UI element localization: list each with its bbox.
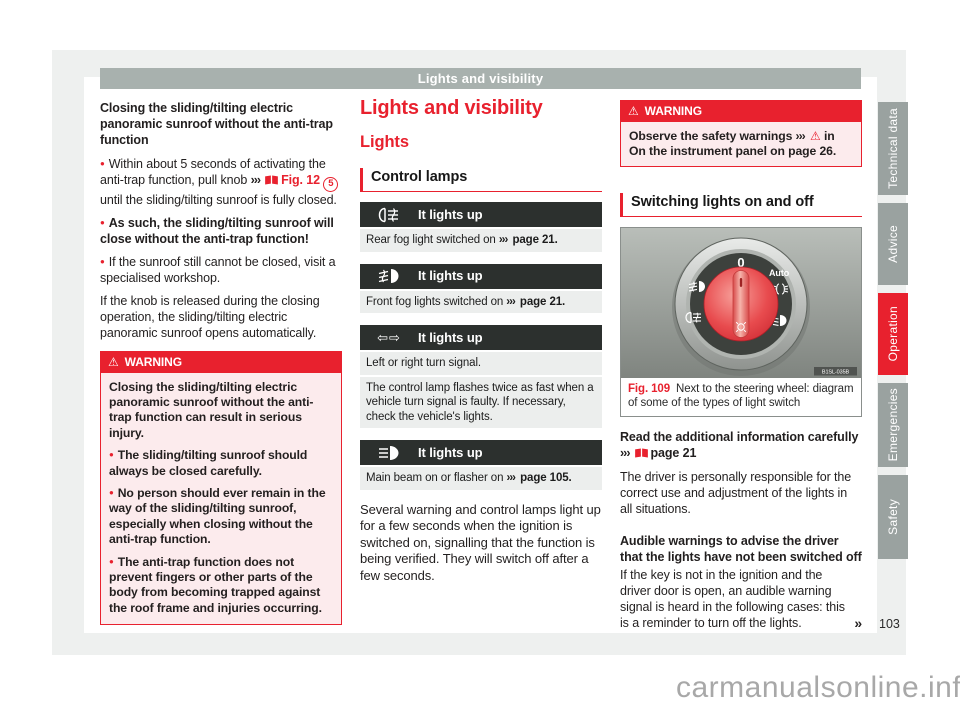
warning-body: Observe the safety warnings ››› ⚠ in On …	[629, 129, 837, 159]
warning-header: ⚠ WARNING	[620, 100, 862, 122]
bullet-dot-icon: ●	[100, 217, 105, 227]
figure-caption: Fig. 109 Next to the steering wheel: diag…	[628, 382, 854, 409]
cross-ref-arrows: ›››	[620, 445, 630, 460]
cross-ref-arrows: ›››	[795, 129, 806, 143]
warning-title: WARNING	[124, 354, 182, 369]
figure-109: 0 Auto	[620, 226, 862, 417]
figure-label: Fig. 109	[628, 382, 671, 395]
control-lamp-row: Rear fog light switched on ››› page 21.	[360, 229, 602, 252]
manual-book-icon	[634, 448, 648, 458]
right-column: ⚠ WARNING Observe the safety warnings ››…	[620, 100, 862, 631]
manual-book-icon	[265, 175, 278, 185]
warning-box-left: ⚠ WARNING Closing the sliding/tilting el…	[100, 350, 342, 626]
audible-warnings-heading: Audible warnings to advise the driver th…	[620, 533, 862, 564]
section-title-lights: Lights	[360, 133, 409, 151]
sidebar-tab-safety[interactable]: Safety	[878, 475, 908, 559]
cross-ref-arrows: ›››	[506, 295, 515, 308]
rear-fog-light-icon	[360, 207, 418, 223]
sidebar-tab-technical-data[interactable]: Technical data	[878, 102, 908, 195]
switch-grip	[732, 269, 750, 338]
control-lamp-table-header: It lights up	[360, 202, 602, 227]
rear-fog-icon-dial	[685, 311, 701, 323]
front-fog-light-icon	[360, 268, 418, 284]
control-lamp-table-header: It lights up	[360, 440, 602, 465]
bullet-dot-icon: ●	[109, 487, 114, 497]
dial-position-auto: Auto	[769, 268, 790, 278]
sidebar-tab-operation[interactable]: Operation	[878, 293, 908, 375]
read-info-heading: Read the additional information carefull…	[620, 429, 859, 460]
warning-triangle-icon: ⚠	[810, 129, 821, 143]
control-lamp-table-header: ⇦⇨ It lights up	[360, 325, 602, 350]
front-fog-icon-dial	[688, 280, 705, 292]
main-beam-icon	[360, 445, 418, 461]
circled-number-5: 5	[323, 176, 339, 192]
warning-header: ⚠ WARNING	[100, 350, 342, 373]
sunroof-bullet-1: ● Within about 5 seconds of activating th…	[100, 157, 339, 207]
sunroof-paragraph: If the knob is released during the closi…	[100, 293, 320, 340]
figure-12-link[interactable]: Fig. 12	[281, 173, 320, 187]
warning-box-right: ⚠ WARNING Observe the safety warnings ››…	[620, 100, 862, 167]
bullet-dot-icon: ●	[109, 556, 114, 566]
control-lamp-table: It lights up Rear fog light switched on …	[360, 202, 602, 252]
dial-position-off: 0	[737, 255, 744, 270]
control-lamp-table-header: It lights up	[360, 263, 602, 289]
watermark: carmanualsonline.info	[676, 671, 960, 704]
cross-ref-arrows[interactable]: ›››	[250, 173, 261, 187]
control-lamp-row: Front fog lights switched on ››› page 21…	[360, 290, 602, 313]
continuation-mark: »	[854, 614, 862, 631]
control-lamp-row: Main beam on or flasher on ››› page 105.	[360, 467, 602, 490]
warning-triangle-icon: ⚠	[628, 104, 639, 118]
control-lamp-row: Left or right turn signal.	[360, 352, 602, 375]
page-title: Lights and visibility	[360, 97, 543, 119]
warning-triangle-icon: ⚠	[108, 354, 119, 369]
light-switch-photo: 0 Auto	[621, 227, 861, 378]
bulb-icon	[735, 321, 747, 332]
image-code-label: B1SL-035B	[822, 369, 850, 375]
turn-signal-icon: ⇦⇨	[377, 329, 401, 345]
side-lights-icon	[772, 283, 789, 295]
cross-ref-arrows: ›››	[506, 472, 516, 484]
warning-body: Closing the sliding/tilting electric pan…	[101, 373, 341, 625]
warning-bullet: ● The anti-trap function does not prevent…	[109, 554, 322, 615]
page-number: 103	[879, 617, 900, 631]
bullet-dot-icon: ●	[100, 159, 105, 168]
control-lamp-table: ⇦⇨ It lights up Left or right turn signa…	[360, 325, 602, 428]
chapter-header-bar: Lights and visibility	[100, 68, 861, 89]
page-21-link[interactable]: page 21.	[512, 234, 558, 246]
control-lamp-table: It lights up Front fog lights switched o…	[360, 263, 602, 313]
page-21-link[interactable]: page 21.	[519, 295, 566, 308]
sunroof-bullet-2: ● As such, the sliding/tilting sunroof wi…	[100, 215, 334, 246]
sidebar-tab-emergencies[interactable]: Emergencies	[878, 383, 908, 467]
middle-column: Lights and visibility Lights Control lam…	[360, 97, 602, 594]
page-105-link[interactable]: page 105.	[520, 472, 572, 484]
control-lamp-row: The control lamp flashes twice as fast w…	[360, 376, 602, 428]
warning-lead: Closing the sliding/tilting electric pan…	[109, 379, 314, 440]
bullet-dot-icon: ●	[109, 450, 114, 460]
sunroof-heading: Closing the sliding/tilting electric pan…	[100, 101, 333, 147]
left-column: Closing the sliding/tilting electric pan…	[100, 100, 342, 626]
sidebar-tab-advice[interactable]: Advice	[878, 203, 908, 285]
cross-ref-arrows: ›››	[498, 234, 508, 246]
warning-title: WARNING	[644, 104, 702, 118]
driver-responsibility-paragraph: The driver is personally responsible for…	[620, 469, 852, 516]
bullet-dot-icon: ●	[100, 256, 105, 266]
sunroof-bullet-3: ● If the sunroof still cannot be closed, …	[100, 254, 336, 285]
lamps-summary-paragraph: Several warning and control lamps light …	[360, 501, 601, 583]
chapter-title: Lights and visibility	[417, 71, 544, 86]
warning-bullet: ● No person should ever remain in the way…	[109, 485, 326, 547]
audible-warnings-paragraph: If the key is not in the ignition and th…	[620, 567, 862, 631]
page-21-link[interactable]: page 21	[650, 445, 697, 460]
switching-lights-heading: Switching lights on and off	[620, 192, 862, 217]
manual-page: Lights and visibility Closing the slidin…	[84, 68, 877, 633]
warning-bullet: ● The sliding/tilting sunroof should alwa…	[109, 448, 308, 478]
control-lamp-table: It lights up Main beam on or flasher on …	[360, 440, 602, 490]
control-lamps-heading: Control lamps	[360, 168, 602, 192]
